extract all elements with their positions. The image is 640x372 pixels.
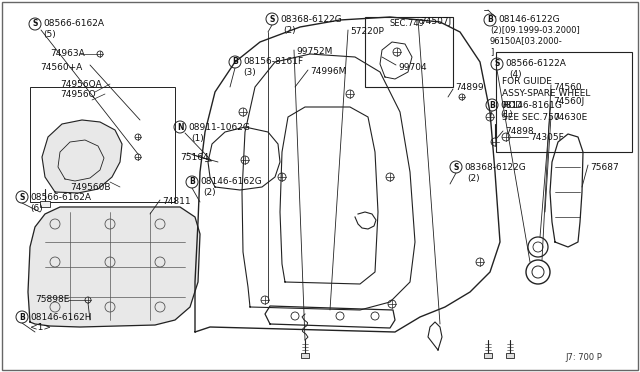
Bar xyxy=(365,17,453,87)
Text: (2): (2) xyxy=(203,189,216,198)
Text: B: B xyxy=(189,177,195,186)
Text: 74560: 74560 xyxy=(553,83,582,92)
Text: ROD: ROD xyxy=(502,102,522,110)
Text: (6): (6) xyxy=(30,203,43,212)
Text: 08146-6162H: 08146-6162H xyxy=(30,312,92,321)
Text: S: S xyxy=(19,192,25,202)
Text: S: S xyxy=(453,163,459,171)
Polygon shape xyxy=(42,120,122,193)
Text: 74507J: 74507J xyxy=(420,17,451,26)
Text: 08146-8161G: 08146-8161G xyxy=(500,100,562,109)
Text: 75687: 75687 xyxy=(590,163,619,171)
Text: 74811: 74811 xyxy=(162,198,191,206)
Text: (1): (1) xyxy=(500,110,513,119)
Text: (2): (2) xyxy=(467,173,479,183)
Text: 74305F: 74305F xyxy=(530,132,564,141)
Text: 75898E: 75898E xyxy=(35,295,69,305)
Text: B: B xyxy=(232,58,238,67)
Text: 08566-6162A: 08566-6162A xyxy=(43,19,104,29)
Text: 08566-6162A: 08566-6162A xyxy=(30,192,91,202)
Text: (4): (4) xyxy=(509,71,522,80)
Text: 74899: 74899 xyxy=(455,83,484,92)
Bar xyxy=(301,353,309,358)
Text: B: B xyxy=(487,16,493,25)
Text: (3): (3) xyxy=(243,68,256,77)
Text: 74956Q: 74956Q xyxy=(60,90,95,99)
Text: 74560J: 74560J xyxy=(553,97,584,106)
Polygon shape xyxy=(28,207,200,327)
Text: ASSY-SPARE WHEEL: ASSY-SPARE WHEEL xyxy=(502,90,590,99)
Text: 74996M: 74996M xyxy=(310,67,346,77)
Text: 96150A[03.2000-: 96150A[03.2000- xyxy=(490,36,563,45)
Text: 08146-6122G: 08146-6122G xyxy=(498,16,559,25)
Text: S: S xyxy=(269,15,275,23)
Text: 74630E: 74630E xyxy=(553,112,588,122)
Text: <1>: <1> xyxy=(30,324,51,333)
Text: SEC.749: SEC.749 xyxy=(390,19,425,29)
Text: ]: ] xyxy=(490,48,493,57)
Bar xyxy=(40,201,50,207)
Text: S: S xyxy=(494,60,500,68)
Bar xyxy=(496,52,632,152)
Text: (2): (2) xyxy=(283,26,296,35)
Text: 749560B: 749560B xyxy=(70,183,111,192)
Text: N: N xyxy=(177,122,183,131)
Text: 74560+A: 74560+A xyxy=(40,62,83,71)
Bar xyxy=(30,87,175,202)
Text: 74956QA: 74956QA xyxy=(60,80,102,89)
Text: S: S xyxy=(32,19,38,29)
Text: 08368-6122G: 08368-6122G xyxy=(280,15,342,23)
Text: 57220P: 57220P xyxy=(350,28,384,36)
Text: B: B xyxy=(19,312,25,321)
Text: 74898: 74898 xyxy=(505,128,534,137)
Text: J7: 700 P: J7: 700 P xyxy=(565,353,602,362)
Text: 08368-6122G: 08368-6122G xyxy=(464,163,525,171)
Text: 08156-8161F: 08156-8161F xyxy=(243,58,303,67)
Text: B: B xyxy=(489,100,495,109)
Text: SEE SEC.750: SEE SEC.750 xyxy=(502,113,559,122)
Text: 08911-1062G: 08911-1062G xyxy=(188,122,250,131)
Text: 74963A: 74963A xyxy=(50,49,84,58)
Text: 75164: 75164 xyxy=(180,153,209,161)
Text: 99752M: 99752M xyxy=(296,48,332,57)
Text: FOR GUIDE: FOR GUIDE xyxy=(502,77,552,87)
Text: (1): (1) xyxy=(191,135,204,144)
Text: (5): (5) xyxy=(43,31,56,39)
Text: (2)[09.1999-03.2000]: (2)[09.1999-03.2000] xyxy=(490,26,580,35)
Text: 08566-6122A: 08566-6122A xyxy=(505,60,566,68)
Bar xyxy=(506,353,514,358)
Bar xyxy=(484,353,492,358)
Text: 99704: 99704 xyxy=(398,62,427,71)
Text: 08146-6162G: 08146-6162G xyxy=(200,177,262,186)
